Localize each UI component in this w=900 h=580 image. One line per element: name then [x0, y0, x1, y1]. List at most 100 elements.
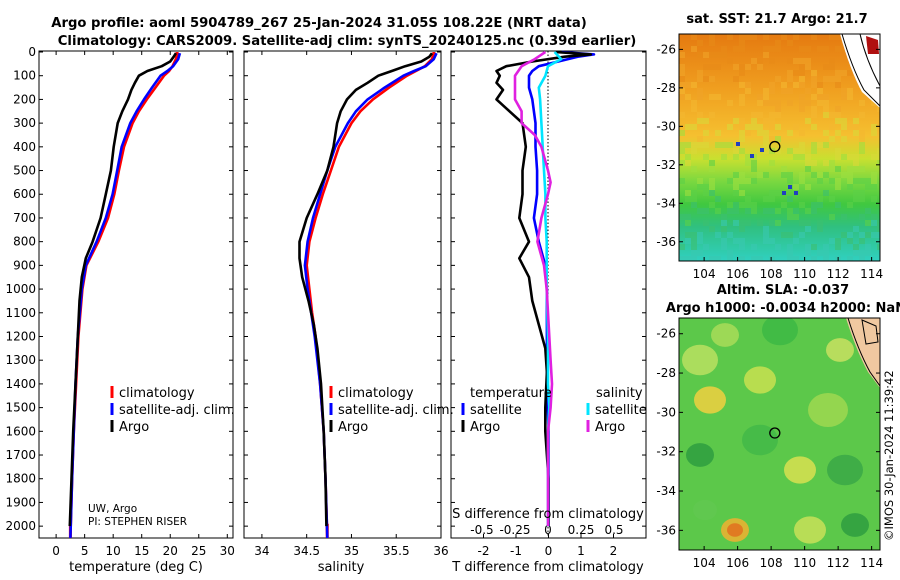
sst-cell [733, 118, 739, 124]
series-temperature-argo [495, 50, 593, 527]
y-tick-label: 1700 [5, 448, 36, 462]
sst-cell [745, 130, 751, 136]
x-tick-label: 15 [134, 544, 149, 558]
sst-cell [841, 118, 847, 124]
x-tick-label: 106 [726, 267, 749, 281]
sst-cell [823, 160, 829, 166]
x-tick-label: 36 [433, 544, 448, 558]
sst-cell [679, 82, 685, 88]
sst-cell [751, 208, 757, 214]
sst-cell [817, 82, 823, 88]
sst-cell [823, 64, 829, 70]
series-argo [298, 52, 434, 527]
profile-location-marker [769, 427, 781, 439]
sst-cell [859, 166, 865, 172]
sst-cell [811, 76, 817, 82]
sst-cell [721, 238, 727, 244]
sst-cell [823, 250, 829, 256]
sst-cell [685, 82, 691, 88]
sst-cell [859, 190, 865, 196]
sst-cell [781, 172, 787, 178]
x-tick-label: 30 [220, 544, 235, 558]
y-tick-label: 1900 [5, 495, 36, 509]
sst-cell [775, 40, 781, 46]
sst-cell [811, 160, 817, 166]
y-tick-label: 400 [13, 140, 36, 154]
y-tick-label: 100 [13, 69, 36, 83]
top-x-tick-label: 0 [544, 523, 552, 537]
sst-cell [793, 82, 799, 88]
sst-cell [835, 244, 841, 250]
sst-cell [871, 154, 877, 160]
legend-satellite-label: satellite-adj. clim. [119, 403, 235, 418]
sst-cell [835, 70, 841, 76]
sst-cell [763, 142, 769, 148]
sst-cell [853, 154, 859, 160]
sst-cell [739, 172, 745, 178]
sst-cell [751, 244, 757, 250]
sst-cell [751, 256, 757, 261]
sst-cell [793, 238, 799, 244]
temperature-legend: climatology satellite-adj. clim. Argo [110, 386, 235, 435]
sst-cell [685, 154, 691, 160]
sst-cell [805, 184, 811, 190]
sst-cell [835, 202, 841, 208]
sst-cell [781, 232, 787, 238]
sst-cell [697, 52, 703, 58]
sst-cell [853, 196, 859, 202]
sst-cell [739, 226, 745, 232]
sst-cell [739, 100, 745, 106]
sst-cell [769, 256, 775, 261]
sst-cell [841, 154, 847, 160]
sst-cell [817, 226, 823, 232]
sst-cell [805, 46, 811, 52]
sst-cell [739, 244, 745, 250]
sst-cell [835, 106, 841, 112]
sst-cell [775, 124, 781, 130]
y-tick-label: 500 [13, 164, 36, 178]
sst-cell [859, 130, 865, 136]
sst-cell [829, 136, 835, 142]
y-tick-label: -28 [656, 81, 676, 95]
sst-cell [823, 46, 829, 52]
sst-cell [739, 94, 745, 100]
sst-cell [721, 226, 727, 232]
sst-cell [685, 238, 691, 244]
sst-cell [691, 196, 697, 202]
sst-cell [721, 214, 727, 220]
sst-cell [745, 124, 751, 130]
sst-cell [739, 124, 745, 130]
sst-cell [769, 238, 775, 244]
pi-text: PI: STEPHEN RISER [88, 516, 187, 528]
sst-cell [757, 100, 763, 106]
x-tick-label: 35.5 [383, 544, 410, 558]
sst-cell [760, 148, 764, 152]
imos-watermark: ©IMOS 30-Jan-2024 11:39:42 [882, 370, 896, 541]
y-tick-label: -26 [656, 42, 676, 56]
sst-cell [727, 124, 733, 130]
sst-cell [733, 220, 739, 226]
sst-cell [691, 46, 697, 52]
sst-cell [781, 34, 787, 40]
sst-cell [691, 106, 697, 112]
sst-cell [733, 172, 739, 178]
salinity-xlabel: salinity [318, 560, 365, 575]
sst-cell [859, 250, 865, 256]
sst-cell [721, 46, 727, 52]
sst-cell [829, 160, 835, 166]
profile-location-marker [769, 140, 781, 153]
sst-cell [685, 160, 691, 166]
sst-cell [763, 130, 769, 136]
sst-cell [823, 112, 829, 118]
sst-cell [709, 40, 715, 46]
sst-cell [733, 154, 739, 160]
sst-cell [787, 172, 793, 178]
sst-cell [679, 112, 685, 118]
sla-map-title-1: Altim. SLA: -0.037 [717, 283, 849, 298]
sst-cell [859, 148, 865, 154]
sst-cell [805, 160, 811, 166]
sst-cell [775, 106, 781, 112]
sst-cell [745, 220, 751, 226]
sst-cell [736, 142, 740, 146]
